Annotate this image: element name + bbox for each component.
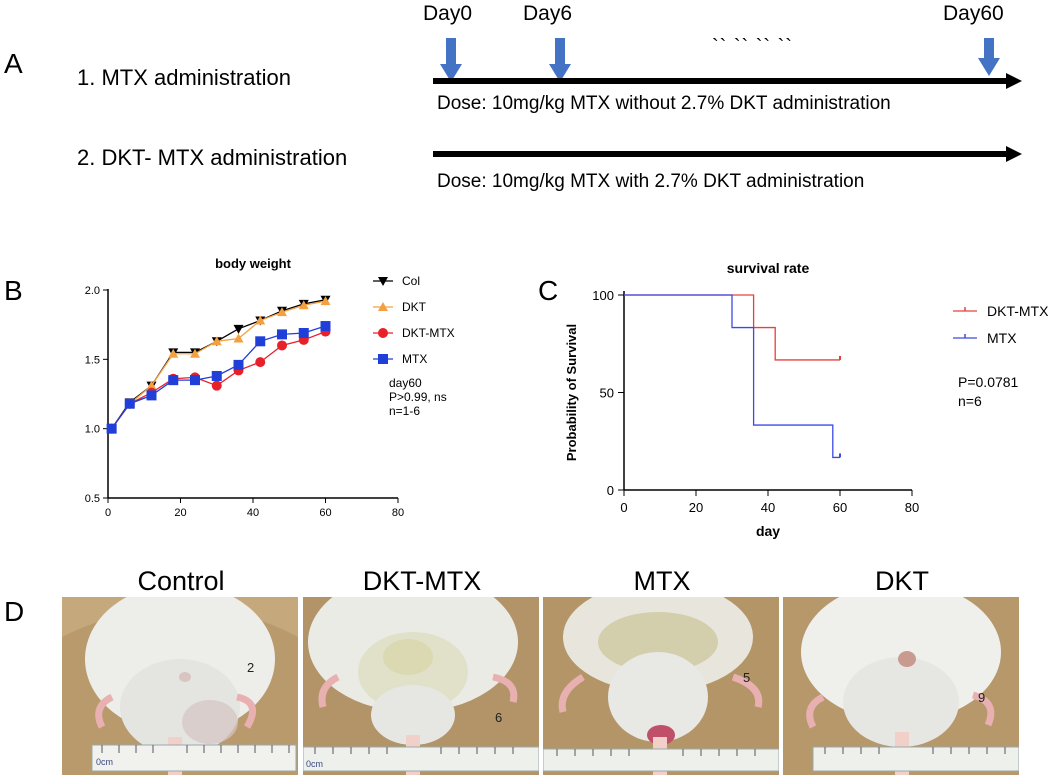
stats-annotation: P=0.0781 (958, 374, 1019, 390)
tail-mark: 9 (978, 690, 985, 705)
tail-mark: 6 (495, 710, 502, 725)
x-tick-label: 20 (689, 500, 703, 515)
data-point-mtx (106, 423, 117, 434)
series-line-col (111, 299, 326, 430)
data-point-dkt (233, 333, 244, 343)
legend-label: DKT-MTX (987, 303, 1049, 319)
timeline-svg (433, 38, 1022, 162)
y-tick-label: 0.5 (85, 493, 100, 505)
data-point-col (233, 324, 244, 334)
data-point-dkt (168, 348, 179, 358)
data-point-mtx (190, 375, 200, 386)
photo-title-dkt: DKT (875, 566, 929, 596)
stats-annotation: n=1-6 (389, 404, 420, 418)
y-tick-label: 1.0 (85, 424, 100, 436)
y-axis-label: Probability of Survival (564, 324, 579, 461)
tail-mark: 5 (743, 670, 750, 685)
data-point-dkt (190, 348, 200, 358)
data-point-dkt (298, 300, 309, 310)
y-tick-label: 2.0 (85, 285, 100, 297)
day60-label: Day60 (943, 2, 1004, 25)
x-tick-label: 0 (620, 500, 627, 515)
row1-dose: Dose: 10mg/kg MTX without 2.7% DKT admin… (437, 93, 891, 114)
photo-control: 0cm 2 (62, 597, 298, 775)
photo-title-control: Control (137, 566, 225, 596)
data-point-mtx (255, 336, 266, 347)
row2-dose: Dose: 10mg/kg MTX with 2.7% DKT administ… (437, 171, 865, 192)
panel-a-letter: A (4, 48, 23, 79)
legend-marker (378, 302, 388, 311)
day6-label: Day6 (523, 2, 573, 25)
data-point-dkt (277, 307, 287, 317)
data-point-dkt (211, 336, 222, 346)
x-tick-label: 80 (392, 507, 404, 519)
data-point-mtx (233, 359, 244, 370)
panel-b-letter: B (4, 275, 23, 306)
tail-mark: 2 (247, 660, 254, 675)
ruler-label: 0cm (96, 757, 113, 767)
stats-annotation: n=6 (958, 393, 982, 409)
x-tick-label: 80 (905, 500, 919, 515)
x-tick-label: 40 (761, 500, 775, 515)
timeline-2 (433, 146, 1022, 162)
legend-label: DKT-MTX (402, 326, 455, 340)
x-tick-label: 20 (174, 507, 186, 519)
data-point-mtx (298, 327, 309, 338)
y-tick-label: 1.5 (85, 354, 100, 366)
y-tick-label: 50 (600, 386, 614, 401)
legend-label: MTX (987, 330, 1017, 346)
chart-title: survival rate (727, 260, 810, 276)
y-tick-label: 0 (607, 483, 614, 498)
y-tick-label: 100 (592, 288, 614, 303)
photo-dkt-mtx: 0cm 6 (303, 597, 539, 775)
panel-c-letter: C (538, 275, 559, 306)
day60-arrow (978, 38, 1000, 76)
body-weight-chart: body weight 0.5 1.0 1.5 2.0 0 20 40 60 80 Col DKT DK… (85, 256, 455, 519)
survival-curve-mtx (624, 294, 840, 459)
photo-mtx: 5 (543, 597, 779, 775)
data-point-dkt-mtx (277, 340, 287, 351)
data-point-dkt-mtx (255, 357, 266, 368)
ruler-label: 0cm (306, 759, 323, 769)
data-point-mtx (146, 390, 157, 401)
data-point-dkt (320, 296, 331, 306)
day6-arrow (549, 38, 571, 82)
x-axis-label: day (756, 523, 780, 539)
panel-d-letter: D (4, 596, 25, 627)
legend-label: MTX (402, 352, 427, 366)
photo-title-dkt-mtx: DKT-MTX (362, 566, 482, 596)
x-tick-label: 60 (319, 507, 331, 519)
timeline-ellipsis: `` `` `` `` (712, 36, 793, 58)
data-point-mtx (277, 329, 287, 340)
data-point-dkt (255, 315, 266, 325)
x-tick-label: 60 (833, 500, 847, 515)
series-line-dkt (111, 300, 326, 430)
x-tick-label: 40 (247, 507, 259, 519)
timeline-1 (433, 73, 1022, 89)
legend-marker (378, 354, 388, 364)
photo-title-mtx: MTX (633, 566, 691, 596)
chart-title: body weight (215, 256, 292, 271)
data-point-mtx (211, 370, 222, 381)
legend-marker (378, 277, 388, 286)
legend-label: DKT (402, 300, 427, 314)
data-point-mtx (320, 321, 331, 332)
legend-marker (378, 328, 388, 338)
row1-label: 1. MTX administration (77, 65, 291, 90)
stats-annotation: day60 (389, 376, 422, 390)
survival-chart: survival rate 0 50 100 0 20 40 60 80 day Probabili… (564, 260, 1049, 539)
data-point-dkt-mtx (211, 380, 222, 391)
data-point-dkt (146, 380, 157, 390)
day0-label: Day0 (423, 2, 473, 25)
data-point-mtx (124, 398, 135, 409)
day0-arrow (440, 38, 462, 82)
stats-annotation: P>0.99, ns (389, 390, 447, 404)
row2-label: 2. DKT- MTX administration (77, 145, 348, 170)
legend-label: Col (402, 274, 420, 288)
x-tick-label: 0 (105, 507, 111, 519)
data-point-mtx (168, 375, 179, 386)
photo-dkt: 9 (783, 597, 1019, 775)
